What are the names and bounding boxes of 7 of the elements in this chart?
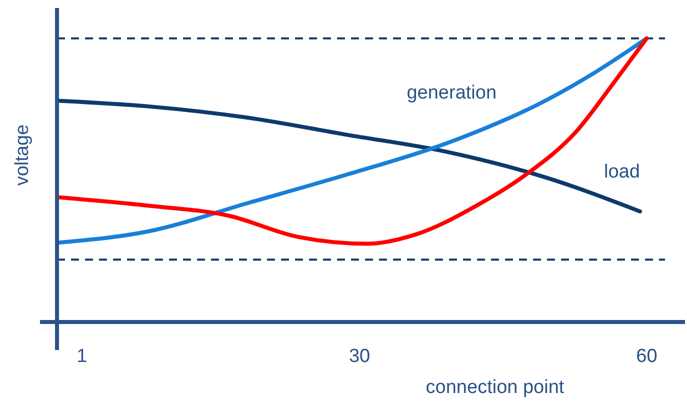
series-label: generation xyxy=(406,82,497,104)
x-axis-title: connection point xyxy=(426,377,565,398)
x-tick-label: 1 xyxy=(76,346,88,367)
y-axis-title: voltage xyxy=(12,124,33,186)
x-tick-label: 60 xyxy=(636,346,658,367)
series-label: load xyxy=(604,161,640,182)
x-tick-label: 30 xyxy=(348,346,370,367)
